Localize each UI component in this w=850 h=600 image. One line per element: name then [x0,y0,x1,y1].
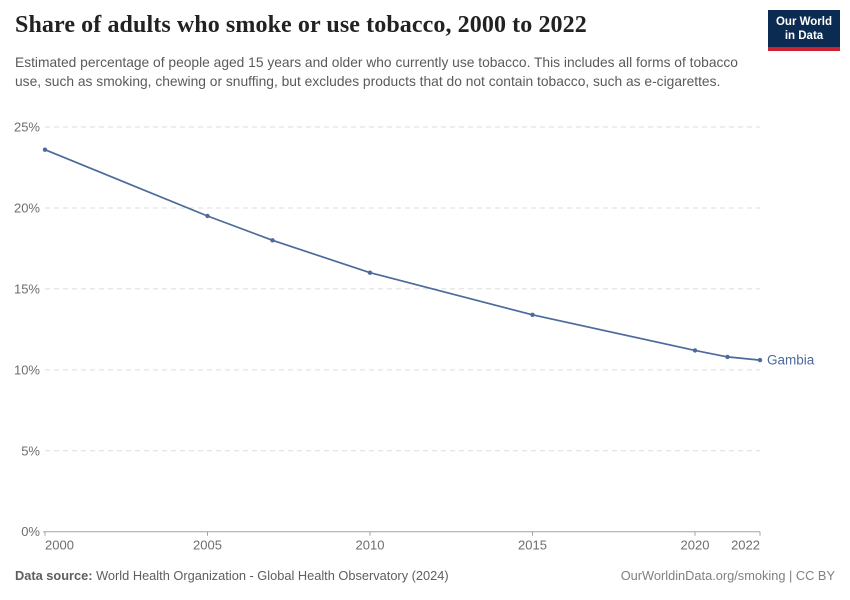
data-source-label: Data source: [15,568,93,583]
data-source-note: Data source: World Health Organization -… [15,568,449,583]
y-tick-label-5: 5% [21,443,40,458]
line-chart: 0% 5% 10% 15% 20% 25% 2000 2005 2010 2015 2020 2022… [14,120,815,553]
x-tick-label-2015: 2015 [518,538,547,553]
chart-footer: Data source: World Health Organization -… [15,568,835,583]
owid-link[interactable]: OurWorldinData.org/smoking | CC BY [620,568,835,583]
data-point-gambia-2015 [530,312,535,317]
y-tick-label-0: 0% [21,524,40,539]
x-tick-label-2010: 2010 [356,538,385,553]
x-tick-label-2000: 2000 [45,538,74,553]
data-point-gambia-2010 [367,270,373,275]
chart-area: 0% 5% 10% 15% 20% 25% 2000 2005 2010 2015 2020 2022… [0,115,850,563]
page-title: Share of adults who smoke or use tobacco… [15,12,587,38]
data-point-gambia-2005 [205,213,210,219]
x-tick-label-2020: 2020 [681,538,710,553]
y-tick-label-25: 25% [14,120,40,135]
x-tick-label-2022: 2022 [731,538,760,553]
data-point-gambia-2020 [692,348,698,353]
data-source-text: World Health Organization - Global Healt… [92,568,449,583]
owid-logo-line2: in Data [784,30,824,42]
entity-label: Gambia [767,353,815,368]
data-point-gambia-2021 [725,354,730,360]
y-tick-label-20: 20% [14,200,40,215]
data-point-gambia-2000 [42,147,48,152]
y-tick-label-10: 10% [14,362,40,377]
series-line-gambia [44,148,761,361]
chart-subtitle: Estimated percentage of people aged 15 y… [15,55,738,89]
data-point-gambia-2007 [270,238,275,243]
owid-logo-line1: Our World [775,16,832,28]
x-tick-label-2005: 2005 [193,538,222,553]
data-point-gambia-2022 [757,357,763,363]
y-tick-label-15: 15% [14,281,40,296]
owid-logo[interactable]: Our World in Data [768,10,840,51]
